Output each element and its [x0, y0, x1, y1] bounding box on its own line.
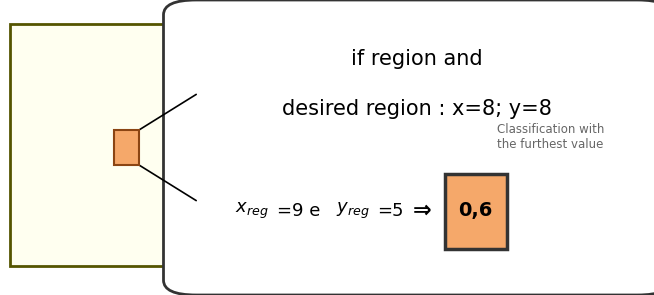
Text: =5: =5	[377, 202, 404, 220]
Text: 0,6: 0,6	[458, 201, 493, 220]
Text: $y_{reg}$: $y_{reg}$	[336, 201, 370, 221]
Text: desired region : x=8; y=8: desired region : x=8; y=8	[283, 99, 552, 119]
FancyBboxPatch shape	[114, 130, 139, 165]
Text: ⇒: ⇒	[413, 201, 431, 221]
FancyBboxPatch shape	[10, 24, 167, 266]
FancyBboxPatch shape	[164, 0, 654, 295]
Text: Classification with
the furthest value: Classification with the furthest value	[497, 123, 604, 151]
Text: if region and: if region and	[351, 49, 483, 69]
FancyBboxPatch shape	[445, 174, 507, 249]
Text: $x_{reg}$: $x_{reg}$	[235, 201, 269, 221]
Text: =9 e: =9 e	[277, 202, 320, 220]
